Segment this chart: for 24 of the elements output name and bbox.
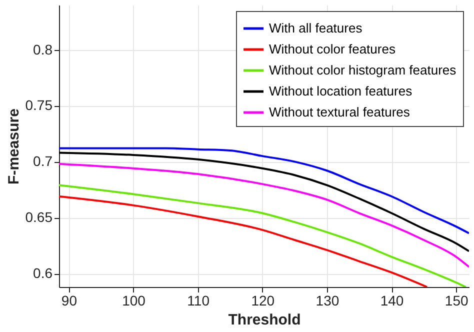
- legend-label: Without color histogram features: [269, 62, 457, 78]
- y-tick-label: 0.6: [33, 265, 53, 282]
- x-axis-title: Threshold: [228, 312, 301, 328]
- x-tick-label: 130: [316, 292, 340, 308]
- y-axis-title: F-measure: [5, 108, 22, 184]
- x-tick-label: 90: [61, 292, 78, 308]
- x-tick-label: 150: [444, 292, 468, 308]
- y-tick-label: 0.8: [33, 41, 53, 58]
- line-series: [59, 147, 469, 234]
- legend-label: With all features: [269, 20, 363, 36]
- y-tick-label: 0.75: [25, 97, 53, 114]
- legend-label: Without color features: [269, 42, 396, 56]
- line-series: [59, 152, 469, 252]
- line-series: [59, 184, 467, 287]
- line-series: [59, 195, 428, 287]
- y-tick-label: 0.65: [25, 209, 53, 226]
- x-tick-label: 110: [187, 292, 210, 308]
- x-tick-label: 140: [380, 292, 404, 308]
- x-tick-label: 120: [251, 292, 275, 308]
- legend-label: Without textural features: [269, 104, 410, 120]
- x-tick-label: 100: [122, 292, 146, 308]
- line-series: [59, 162, 469, 268]
- legend-label: Without location features: [269, 84, 413, 98]
- y-tick-label: 0.7: [33, 153, 53, 170]
